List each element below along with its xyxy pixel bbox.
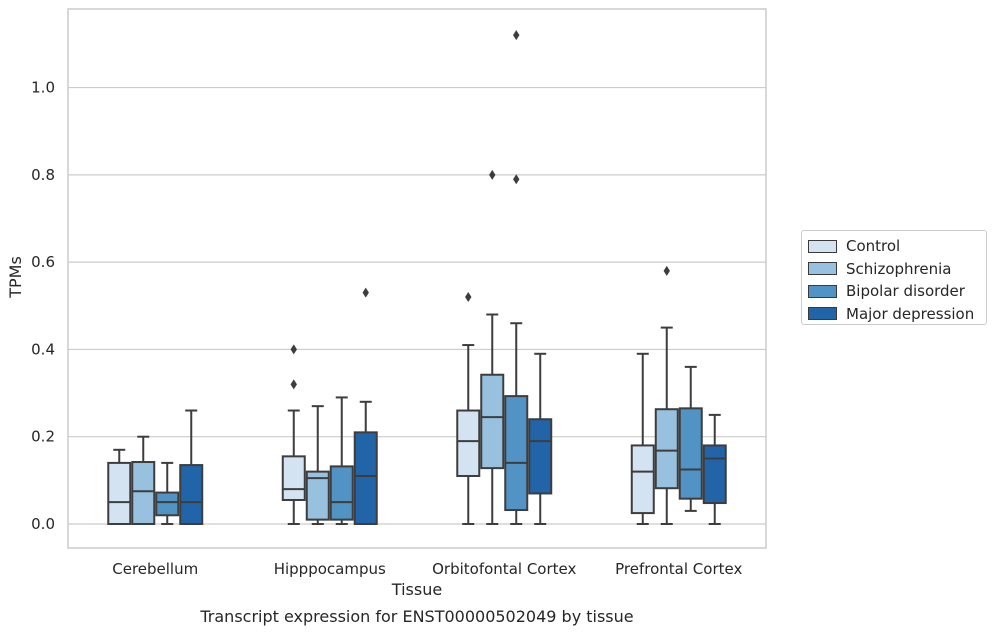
- outlier-point: [489, 169, 496, 180]
- box: [480, 373, 505, 470]
- box: [528, 418, 553, 495]
- box: [281, 455, 306, 501]
- box-plot: [155, 461, 180, 525]
- y-tick-labels: 0.0 0.2 0.4 0.6 0.8 1.0: [31, 79, 55, 533]
- box: [456, 409, 481, 477]
- legend-label: Control: [846, 237, 901, 256]
- box: [504, 395, 529, 512]
- x-tick-label: Orbitofontal Cortex: [432, 560, 576, 578]
- box-plot: [107, 448, 132, 525]
- legend-label: Major depression: [846, 304, 975, 323]
- legend-label: Schizophrenia: [846, 259, 952, 278]
- box-plot: [654, 265, 679, 525]
- box-plot: [456, 292, 481, 525]
- box-plot: [702, 413, 727, 525]
- legend-item-bipolar-disorder: Bipolar disorder: [808, 280, 986, 303]
- y-tick-label: 0.2: [31, 428, 55, 446]
- outlier-point: [513, 174, 520, 185]
- box: [702, 444, 727, 505]
- box-plot: [329, 396, 354, 525]
- box-plot: [353, 287, 378, 525]
- box-plot: [131, 435, 156, 525]
- legend-item-control: Control: [808, 235, 986, 258]
- outlier-point: [663, 265, 670, 276]
- box: [353, 431, 378, 525]
- box-plot: [504, 30, 529, 525]
- legend-label: Bipolar disorder: [846, 282, 965, 301]
- box: [678, 407, 703, 500]
- y-tick-label: 0.4: [31, 340, 55, 358]
- box-plot: [678, 365, 703, 512]
- legend-swatch: [808, 262, 837, 276]
- box-plot: [179, 409, 204, 525]
- box: [107, 461, 132, 525]
- outlier-point: [290, 344, 297, 355]
- box: [155, 491, 180, 517]
- x-tick-label: Cerebellum: [112, 560, 198, 578]
- x-tick-label: Hipppocampus: [274, 560, 386, 578]
- outlier-point: [513, 30, 520, 41]
- plot-area-frame: [67, 8, 767, 549]
- legend-item-major-depression: Major depression: [808, 303, 986, 326]
- box-plot: [630, 352, 655, 525]
- legend: Control Schizophrenia Bipolar disorder M…: [801, 230, 987, 325]
- box: [305, 470, 330, 521]
- gridlines: [68, 86, 766, 525]
- box: [329, 465, 354, 521]
- box-plots: [107, 30, 727, 525]
- chart-subtitle: Transcript expression for ENST0000050204…: [199, 607, 633, 626]
- box-plot: [281, 344, 306, 525]
- x-tick-label: Prefrontal Cortex: [615, 560, 742, 578]
- outlier-point: [362, 287, 369, 298]
- box: [630, 444, 655, 515]
- legend-swatch: [808, 239, 837, 253]
- x-tick-labels: Cerebellum Hipppocampus Orbitofontal Corte…: [112, 560, 742, 578]
- y-tick-label: 0.6: [31, 253, 55, 271]
- x-axis-label: Tissue: [391, 580, 442, 599]
- y-tick-label: 0.8: [31, 166, 55, 184]
- legend-swatch: [808, 284, 837, 298]
- outlier-point: [465, 292, 472, 303]
- box-plot: [305, 405, 330, 525]
- box-plot: [528, 352, 553, 525]
- y-tick-label: 1.0: [31, 79, 55, 97]
- y-axis-label: TPMs: [6, 256, 25, 299]
- y-tick-label: 0.0: [31, 515, 55, 533]
- box: [179, 464, 204, 525]
- box: [131, 461, 156, 525]
- box: [654, 408, 679, 490]
- legend-item-schizophrenia: Schizophrenia: [808, 258, 986, 281]
- box-plot: [480, 169, 505, 525]
- outlier-point: [290, 379, 297, 390]
- legend-swatch: [808, 307, 837, 321]
